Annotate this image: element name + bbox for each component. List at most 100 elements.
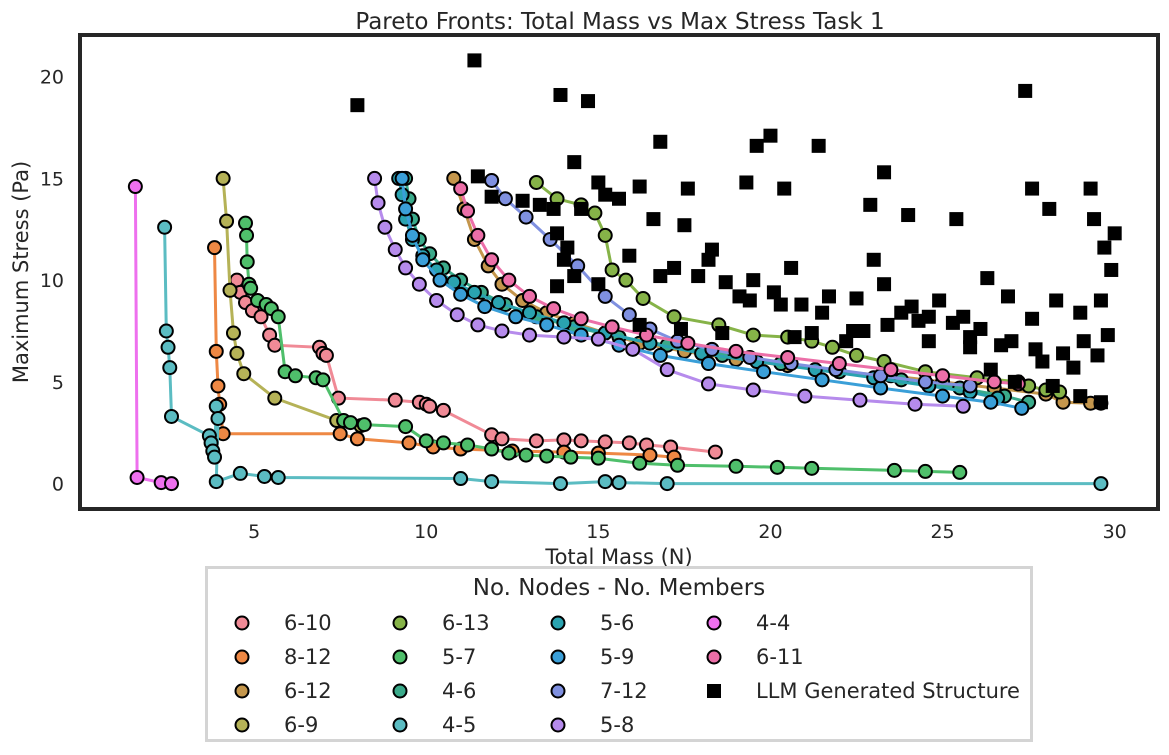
- data-point: [666, 309, 682, 325]
- data-point: [387, 242, 403, 258]
- y-tick-label: 20: [40, 67, 64, 89]
- llm-point: [632, 317, 647, 332]
- data-point: [494, 323, 510, 339]
- data-point: [315, 372, 331, 388]
- data-point: [466, 284, 482, 300]
- data-point: [270, 309, 286, 325]
- data-point: [597, 474, 613, 490]
- legend-label: 4-4: [756, 611, 791, 635]
- llm-point: [653, 134, 668, 149]
- data-point: [418, 433, 434, 449]
- data-point: [164, 408, 179, 424]
- legend-marker: [234, 615, 250, 631]
- llm-point: [877, 165, 892, 180]
- data-point: [470, 227, 486, 243]
- legend-title: No. Nodes - No. Members: [472, 575, 766, 601]
- llm-point: [866, 252, 881, 267]
- data-point: [219, 213, 235, 229]
- data-point: [539, 317, 555, 333]
- data-point: [625, 341, 641, 357]
- data-point: [501, 445, 517, 461]
- data-point: [239, 227, 255, 243]
- llm-point: [673, 321, 688, 336]
- legend-marker: [550, 683, 566, 699]
- data-point: [701, 356, 716, 372]
- data-point: [546, 301, 562, 317]
- llm-point: [680, 181, 695, 196]
- llm-point: [749, 138, 764, 153]
- legend-label: 6-11: [756, 645, 804, 669]
- llm-point: [715, 326, 730, 341]
- data-point: [411, 276, 427, 292]
- legend-label: 6-10: [284, 611, 332, 635]
- llm-point: [1076, 334, 1091, 349]
- data-point: [398, 419, 414, 435]
- llm-point: [1104, 262, 1119, 277]
- data-point: [849, 347, 865, 363]
- data-point: [652, 347, 668, 363]
- data-point: [590, 331, 606, 347]
- data-point: [986, 374, 1002, 390]
- data-point: [332, 426, 348, 442]
- legend-item-4-4: 4-4: [698, 607, 790, 639]
- data-point: [745, 327, 761, 343]
- data-point: [435, 402, 451, 418]
- data-point: [952, 464, 968, 480]
- data-point: [238, 215, 254, 231]
- data-point: [883, 362, 899, 378]
- data-point: [935, 368, 951, 384]
- data-point: [701, 376, 716, 392]
- legend-marker: [234, 683, 250, 699]
- y-axis-ticks: 0 5 10 15 20: [40, 67, 64, 496]
- legend-label: 6-9: [284, 713, 319, 737]
- chart-title: Pareto Fronts: Total Mass vs Max Stress …: [355, 9, 884, 35]
- data-point: [873, 380, 889, 396]
- llm-point: [546, 201, 561, 216]
- data-point: [367, 170, 383, 186]
- data-point: [229, 345, 245, 361]
- llm-point: [1093, 395, 1108, 410]
- llm-point: [567, 155, 582, 170]
- series-llm-generated-structure: [350, 53, 1122, 410]
- llm-point: [553, 87, 568, 102]
- llm-point: [718, 275, 733, 290]
- plot-series: [127, 53, 1122, 492]
- llm-point: [821, 289, 836, 304]
- data-point: [398, 201, 414, 217]
- llm-point: [763, 128, 778, 143]
- llm-point: [550, 279, 565, 294]
- data-point: [401, 435, 417, 451]
- llm-point: [739, 175, 754, 190]
- data-point: [164, 476, 179, 492]
- llm-point: [911, 313, 926, 328]
- data-point: [501, 272, 517, 288]
- llm-point: [766, 285, 781, 300]
- y-tick-label: 15: [40, 168, 64, 190]
- data-point: [518, 447, 534, 463]
- data-point: [597, 288, 613, 304]
- data-point: [484, 441, 500, 457]
- data-point: [604, 262, 620, 278]
- data-point: [756, 364, 772, 380]
- llm-point: [567, 269, 582, 284]
- llm-point: [484, 189, 499, 204]
- data-point: [207, 449, 223, 465]
- legend-label: 4-5: [442, 713, 477, 737]
- data-point: [804, 460, 820, 476]
- data-point: [522, 327, 537, 343]
- legend-label: 6-12: [284, 679, 332, 703]
- series-4-4: [127, 179, 179, 492]
- legend-item-7-12: 7-12: [542, 675, 648, 707]
- llm-point: [1090, 348, 1105, 363]
- data-point: [1093, 476, 1109, 492]
- llm-point: [532, 197, 547, 212]
- data-point: [377, 219, 393, 235]
- llm-point: [794, 297, 809, 312]
- legend-item-6-12: 6-12: [226, 675, 332, 707]
- data-point: [518, 209, 534, 225]
- data-point: [318, 347, 334, 363]
- llm-point: [894, 305, 909, 320]
- legend-marker: [550, 649, 566, 665]
- legend-label: 5-8: [600, 713, 635, 737]
- data-point: [484, 474, 500, 490]
